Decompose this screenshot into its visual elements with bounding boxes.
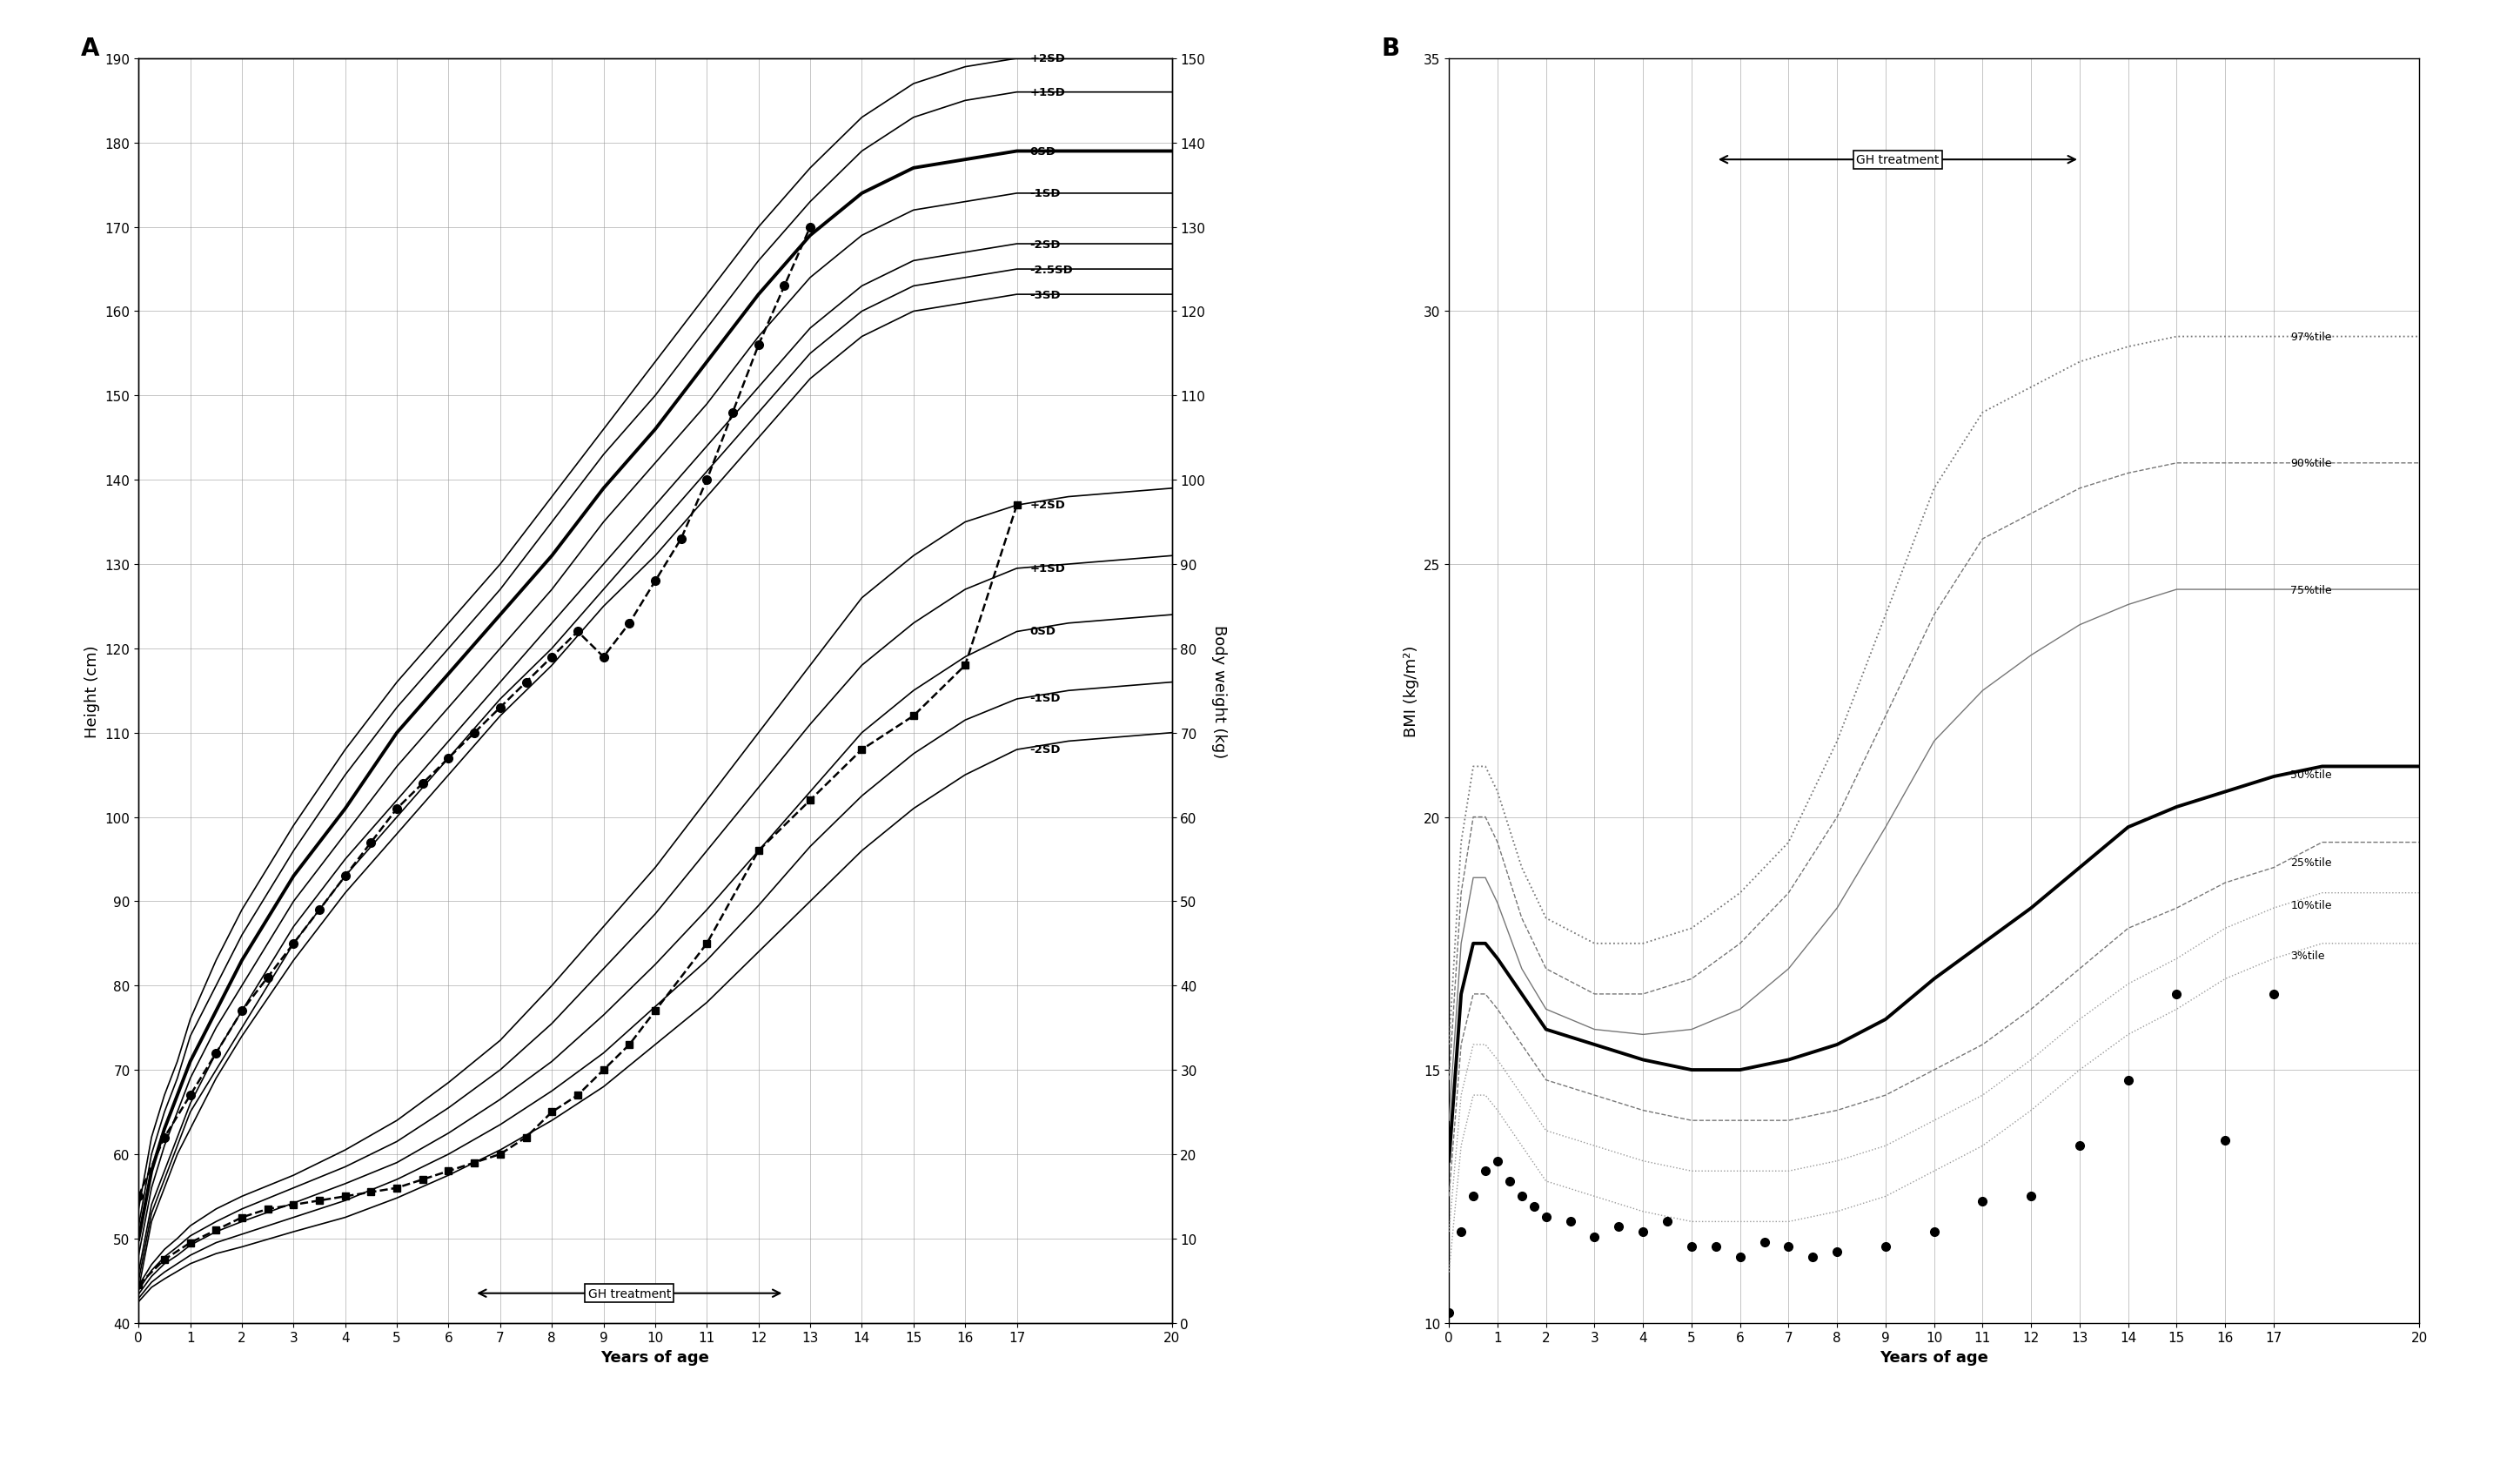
Text: 3%tile: 3%tile (2291, 950, 2326, 962)
Y-axis label: Body weight (kg): Body weight (kg) (1212, 624, 1227, 758)
Text: +1SD: +1SD (1031, 87, 1066, 99)
Text: +2SD: +2SD (1031, 500, 1066, 510)
Text: GH treatment: GH treatment (587, 1287, 670, 1299)
Text: 50%tile: 50%tile (2291, 769, 2331, 780)
Text: B: B (1381, 37, 1399, 61)
Text: -3SD: -3SD (1031, 290, 1061, 300)
Text: 25%tile: 25%tile (2291, 857, 2331, 869)
Text: -1SD: -1SD (1031, 693, 1061, 704)
Text: 10%tile: 10%tile (2291, 900, 2331, 910)
Text: GH treatment: GH treatment (1857, 154, 1940, 167)
X-axis label: Years of age: Years of age (600, 1349, 711, 1364)
Text: -1SD: -1SD (1031, 188, 1061, 200)
Text: +2SD: +2SD (1031, 53, 1066, 65)
Y-axis label: Height (cm): Height (cm) (83, 644, 101, 738)
Text: 0SD: 0SD (1031, 146, 1056, 158)
X-axis label: Years of age: Years of age (1880, 1349, 1988, 1364)
Text: +1SD: +1SD (1031, 563, 1066, 573)
Text: 75%tile: 75%tile (2291, 584, 2331, 596)
Text: -2SD: -2SD (1031, 239, 1061, 250)
Text: A: A (81, 37, 98, 61)
Text: -2SD: -2SD (1031, 743, 1061, 755)
Text: 0SD: 0SD (1031, 625, 1056, 637)
Text: 97%tile: 97%tile (2291, 331, 2331, 343)
Text: -2.5SD: -2.5SD (1031, 265, 1074, 275)
Y-axis label: BMI (kg/m²): BMI (kg/m²) (1404, 644, 1419, 738)
Text: 90%tile: 90%tile (2291, 458, 2331, 469)
